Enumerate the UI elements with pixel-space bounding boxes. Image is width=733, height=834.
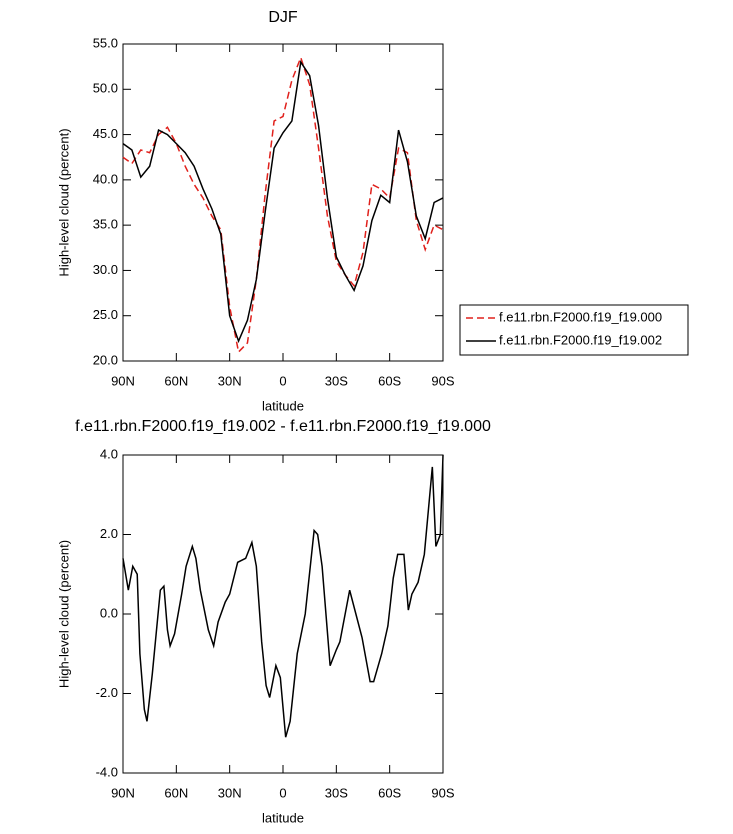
y-tick-label: 4.0	[100, 446, 118, 461]
x-tick-label: 90S	[431, 785, 454, 800]
data-line	[122, 55, 444, 354]
x-tick-label: 60S	[378, 373, 401, 388]
y-tick-label: 35.0	[93, 217, 118, 232]
y-tick-label: 30.0	[93, 262, 118, 277]
plot-frame	[122, 454, 444, 774]
legend-box	[459, 304, 689, 356]
y-tick-label: 25.0	[93, 307, 118, 322]
x-tick-label: 60N	[164, 373, 188, 388]
x-tick-label: 0	[279, 785, 286, 800]
legend-label: f.e11.rbn.F2000.f19_f19.000	[499, 309, 662, 324]
plot-frame	[122, 43, 444, 362]
y-tick-label: 50.0	[93, 81, 118, 96]
x-axis-label: latitude	[262, 398, 304, 413]
y-tick-label: 40.0	[93, 171, 118, 186]
x-tick-label: 90S	[431, 373, 454, 388]
x-tick-label: 90N	[111, 785, 135, 800]
x-tick-label: 60N	[164, 785, 188, 800]
legend-label: f.e11.rbn.F2000.f19_f19.002	[499, 332, 662, 347]
x-tick-label: 30S	[325, 785, 348, 800]
data-line	[122, 60, 444, 344]
y-tick-label: 55.0	[93, 35, 118, 50]
y-axis-label: High-level cloud (percent)	[56, 540, 71, 688]
x-tick-label: 60S	[378, 785, 401, 800]
y-tick-label: 45.0	[93, 126, 118, 141]
x-axis-label: latitude	[262, 810, 304, 825]
chart-title: f.e11.rbn.F2000.f19_f19.002 - f.e11.rbn.…	[75, 418, 491, 435]
x-tick-label: 0	[279, 373, 286, 388]
y-tick-label: 20.0	[93, 352, 118, 367]
y-tick-label: 2.0	[100, 526, 118, 541]
x-tick-label: 30N	[218, 785, 242, 800]
y-tick-label: 0.0	[100, 605, 118, 620]
chart-title: DJF	[268, 9, 298, 26]
y-tick-label: -4.0	[96, 764, 118, 779]
x-tick-label: 90N	[111, 373, 135, 388]
y-axis-label: High-level cloud (percent)	[56, 128, 71, 276]
x-tick-label: 30S	[325, 373, 348, 388]
y-tick-label: -2.0	[96, 685, 118, 700]
x-tick-label: 30N	[218, 373, 242, 388]
data-line	[122, 454, 444, 738]
